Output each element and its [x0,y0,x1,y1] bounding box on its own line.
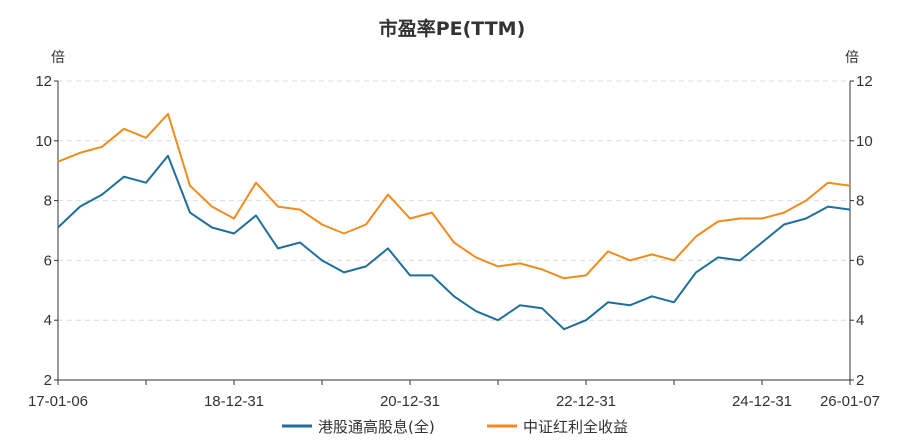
tick-labels: 2 2 4 4 6 6 8 8 10 10 12 12 17-01-06 18-12-31 20-12-31… [28,73,880,410]
legend: 港股通高股息(全) 中证红利全收益 [282,418,628,436]
y-tick-left: 12 [35,73,52,90]
chart-title: 市盈率PE(TTM) [379,17,526,40]
y-tick-right: 2 [856,372,864,389]
series-line-0 [57,154,851,331]
y-tick-left: 4 [44,312,52,329]
y-tick-right: 12 [856,73,873,90]
y-tick-left: 2 [44,372,52,389]
right-axis-unit: 倍 [845,50,859,66]
x-tick-label: 20-12-31 [380,393,440,410]
y-tick-left: 8 [44,193,52,210]
x-tick-label: 26-01-07 [820,393,880,410]
y-tick-right: 6 [856,252,864,269]
y-tick-right: 8 [856,193,864,210]
x-tick-label: 18-12-31 [204,393,264,410]
legend-label: 港股通高股息(全) [318,418,435,436]
y-tick-right: 4 [856,312,864,329]
x-tick-label: 24-12-31 [732,393,792,410]
left-axis-unit: 倍 [51,50,65,66]
legend-label: 中证红利全收益 [523,418,628,436]
y-tick-left: 10 [35,133,52,150]
gridlines [58,80,850,321]
series-line-1 [57,112,851,280]
x-tick-label: 22-12-31 [556,393,616,410]
y-tick-right: 10 [856,133,873,150]
axes [54,80,854,385]
y-tick-left: 6 [44,252,52,269]
series-lines [57,112,851,331]
x-tick-label: 17-01-06 [28,393,88,410]
